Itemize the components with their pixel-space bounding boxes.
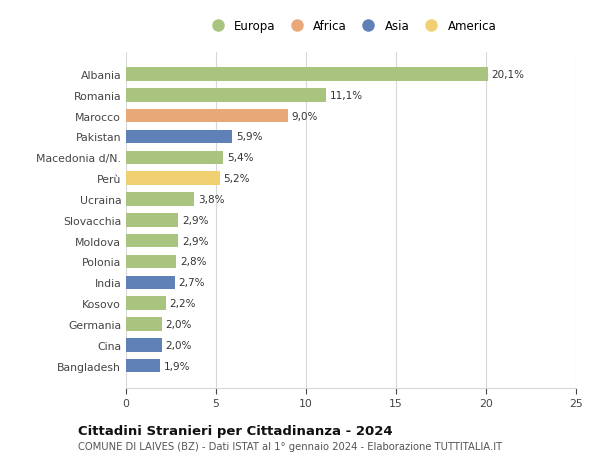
Text: COMUNE DI LAIVES (BZ) - Dati ISTAT al 1° gennaio 2024 - Elaborazione TUTTITALIA.: COMUNE DI LAIVES (BZ) - Dati ISTAT al 1°… bbox=[78, 441, 502, 451]
Text: 11,1%: 11,1% bbox=[329, 90, 362, 101]
Text: Cittadini Stranieri per Cittadinanza - 2024: Cittadini Stranieri per Cittadinanza - 2… bbox=[78, 424, 392, 437]
Text: 20,1%: 20,1% bbox=[491, 70, 524, 80]
Bar bbox=[126, 89, 326, 102]
Text: 1,9%: 1,9% bbox=[164, 361, 190, 371]
Bar bbox=[126, 151, 223, 165]
Text: 2,9%: 2,9% bbox=[182, 215, 208, 225]
Bar bbox=[126, 276, 175, 290]
Legend: Europa, Africa, Asia, America: Europa, Africa, Asia, America bbox=[206, 20, 496, 33]
Bar bbox=[126, 193, 194, 206]
Bar bbox=[126, 359, 160, 373]
Text: 2,7%: 2,7% bbox=[178, 278, 205, 288]
Text: 2,9%: 2,9% bbox=[182, 236, 208, 246]
Text: 2,0%: 2,0% bbox=[166, 319, 192, 329]
Text: 9,0%: 9,0% bbox=[292, 112, 318, 121]
Text: 2,0%: 2,0% bbox=[166, 340, 192, 350]
Bar bbox=[126, 213, 178, 227]
Bar bbox=[126, 130, 232, 144]
Text: 5,9%: 5,9% bbox=[236, 132, 262, 142]
Bar bbox=[126, 338, 162, 352]
Bar bbox=[126, 68, 488, 82]
Bar bbox=[126, 297, 166, 310]
Text: 5,2%: 5,2% bbox=[223, 174, 250, 184]
Text: 5,4%: 5,4% bbox=[227, 153, 253, 163]
Bar bbox=[126, 318, 162, 331]
Bar bbox=[126, 255, 176, 269]
Text: 2,8%: 2,8% bbox=[180, 257, 206, 267]
Bar bbox=[126, 235, 178, 248]
Bar bbox=[126, 110, 288, 123]
Text: 2,2%: 2,2% bbox=[169, 298, 196, 308]
Bar bbox=[126, 172, 220, 185]
Text: 3,8%: 3,8% bbox=[198, 195, 224, 205]
